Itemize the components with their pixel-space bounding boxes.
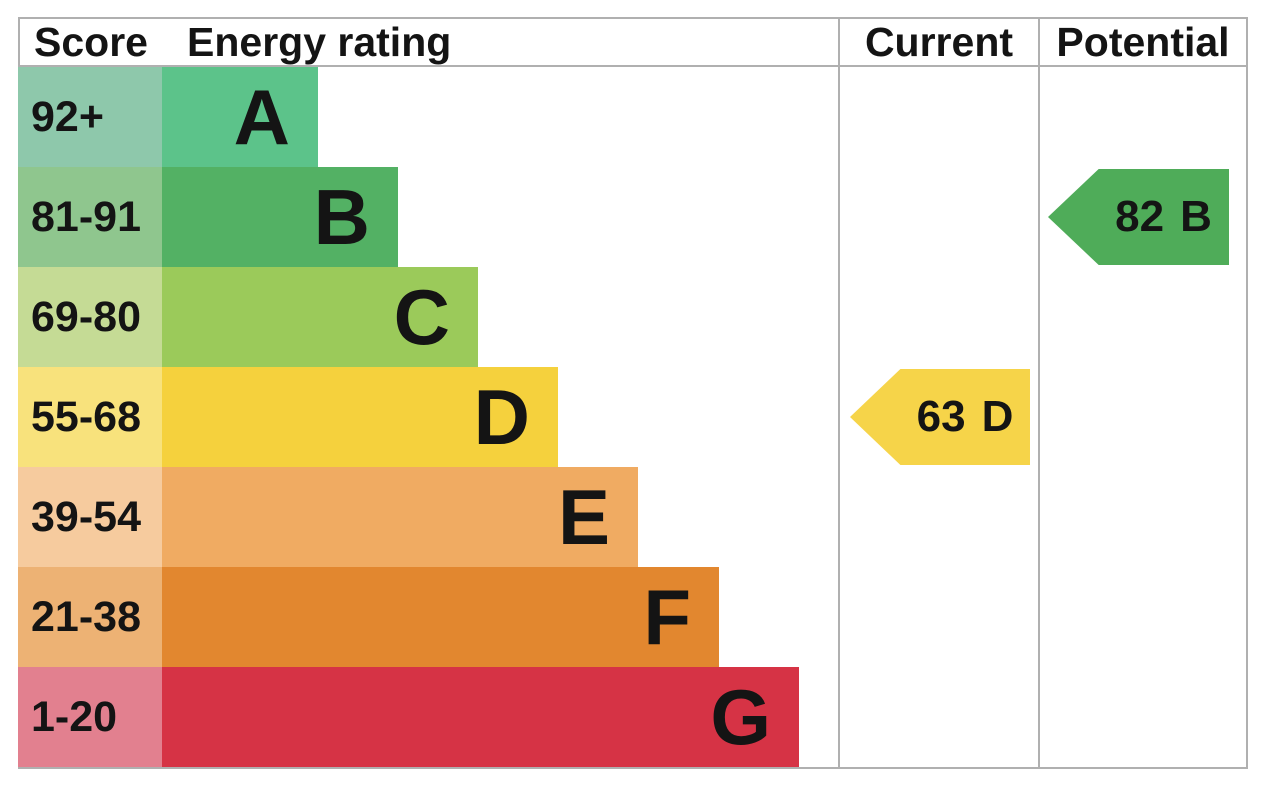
band-score-e: 39-54 — [18, 467, 162, 567]
band-letter-c: C — [393, 273, 450, 361]
band-score-a: 92+ — [18, 67, 162, 167]
potential-rating-value: 82 — [1115, 192, 1165, 241]
band-row-a: 92+ A — [18, 67, 1248, 167]
current-column-left-border — [838, 67, 840, 767]
band-row-e: 39-54 E — [18, 467, 1248, 567]
band-letter-d: D — [473, 373, 530, 461]
band-score-d: 55-68 — [18, 367, 162, 467]
epc-table: Score Energy rating Current Potential 92… — [18, 17, 1248, 769]
band-letter-b: B — [313, 173, 370, 261]
band-score-c: 69-80 — [18, 267, 162, 367]
header-current: Current — [838, 19, 1038, 65]
band-row-b: 81-91 B — [18, 167, 1248, 267]
band-letter-a: A — [233, 73, 290, 161]
band-letter-f: F — [643, 573, 691, 661]
header-energy-rating: Energy rating — [187, 18, 452, 65]
band-bar-a: A — [162, 67, 318, 167]
chart-body: 92+ A 81-91 B 69-80 C 55-68 D 39-54 E 21… — [18, 67, 1248, 769]
band-row-f: 21-38 F — [18, 567, 1248, 667]
band-row-c: 69-80 C — [18, 267, 1248, 367]
band-bar-g: G — [162, 667, 799, 767]
current-rating-letter: D — [981, 392, 1014, 441]
band-bar-e: E — [162, 467, 638, 567]
header-row: Score Energy rating Current Potential — [18, 17, 1248, 67]
band-score-g: 1-20 — [18, 667, 162, 767]
band-letter-e: E — [557, 473, 610, 561]
band-bar-d: D — [162, 367, 558, 467]
band-score-b: 81-91 — [18, 167, 162, 267]
band-row-d: 55-68 D — [18, 367, 1248, 467]
table-right-border — [1246, 67, 1248, 767]
band-score-f: 21-38 — [18, 567, 162, 667]
band-row-g: 1-20 G — [18, 667, 1248, 767]
band-letter-g: G — [710, 673, 771, 761]
header-potential: Potential — [1038, 19, 1248, 65]
band-bar-f: F — [162, 567, 719, 667]
band-bar-c: C — [162, 267, 478, 367]
potential-rating-letter: B — [1180, 192, 1212, 241]
potential-column-left-border — [1038, 67, 1040, 767]
current-rating-value: 63 — [916, 392, 966, 441]
band-bar-b: B — [162, 167, 398, 267]
header-score: Score — [18, 19, 162, 65]
